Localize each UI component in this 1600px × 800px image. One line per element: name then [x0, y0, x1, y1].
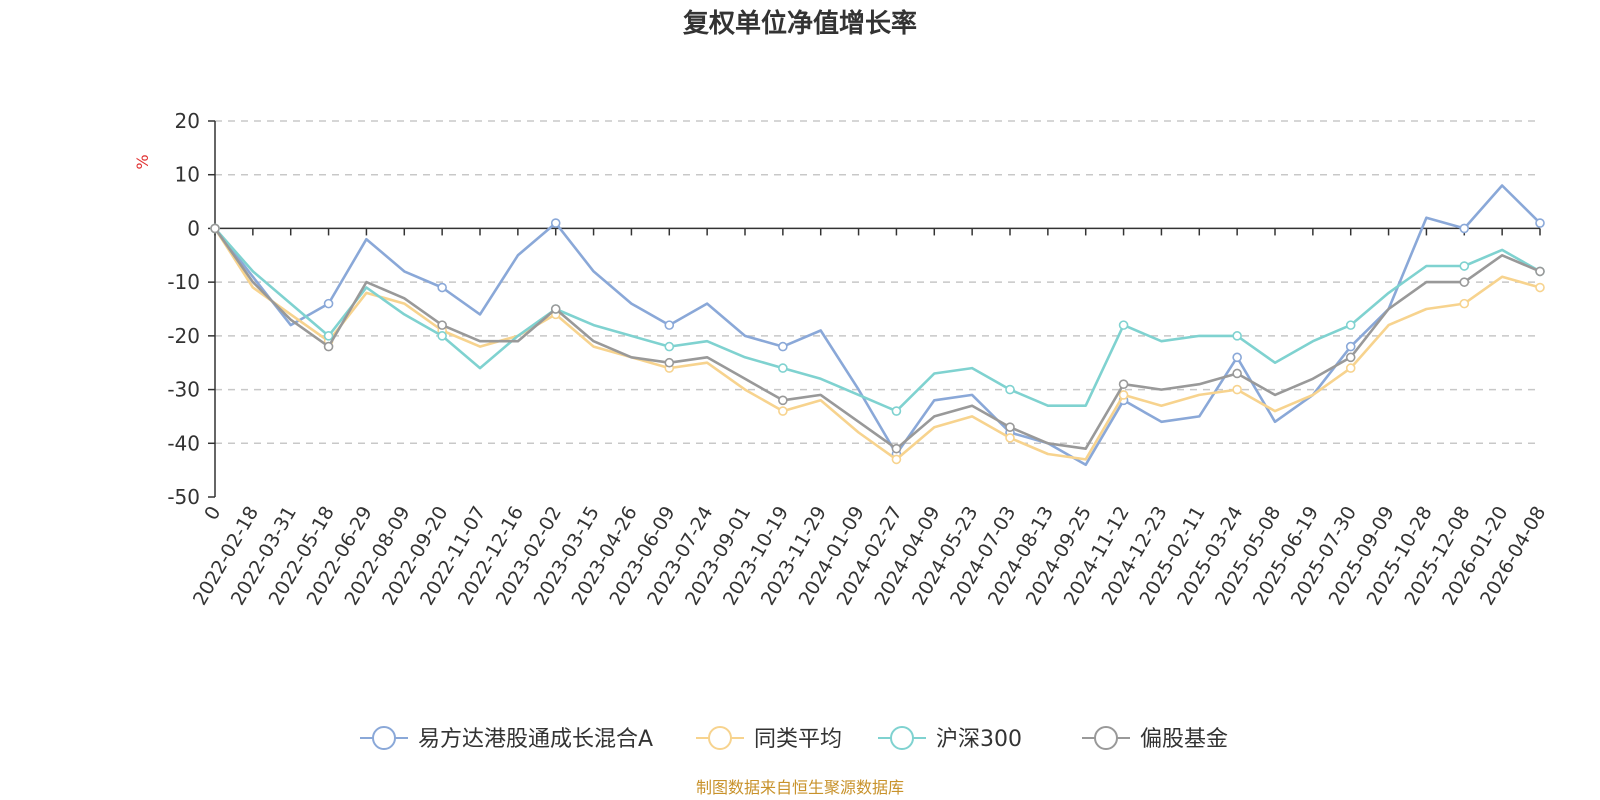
y-axis: 20 10 0 -10 -20 -30 -40 -50	[167, 109, 216, 509]
data-point	[1345, 320, 1356, 330]
data-point	[1118, 320, 1129, 330]
data-point	[664, 341, 675, 352]
y-axis-unit: %	[133, 154, 152, 169]
y-tick-label: -50	[167, 485, 200, 509]
legend-marker	[890, 726, 914, 750]
legend-label: 易方达港股通成长混合A	[418, 727, 653, 752]
x-axis: 02022-02-182022-03-312022-05-182022-06-2…	[189, 227, 1550, 609]
data-point	[1005, 384, 1015, 395]
data-point	[1535, 218, 1545, 228]
legend-item-0[interactable]: 易方达港股通成长混合A	[360, 726, 653, 752]
legend-item-3[interactable]: 偏股基金	[1082, 726, 1228, 752]
data-point	[778, 341, 788, 352]
y-tick-label: -20	[167, 324, 200, 348]
data-point	[323, 341, 334, 352]
legend-marker	[372, 726, 396, 750]
series-lines	[210, 184, 1545, 467]
data-point	[437, 320, 447, 330]
data-point	[1345, 352, 1356, 363]
y-tick-label: 10	[175, 163, 200, 187]
data-point	[1459, 277, 1470, 287]
data-point	[891, 406, 902, 416]
legend-marker	[708, 726, 732, 750]
y-tick-label: 20	[175, 109, 200, 133]
legend-label: 偏股基金	[1140, 727, 1228, 752]
data-point	[778, 395, 788, 406]
legend-item-1[interactable]: 同类平均	[696, 726, 842, 752]
data-point	[1459, 223, 1470, 234]
legend-label: 同类平均	[754, 727, 842, 752]
chart-title: 复权单位净值增长率	[683, 8, 917, 39]
series-line-1	[213, 227, 1541, 461]
data-point	[1005, 433, 1015, 443]
source-note: 制图数据来自恒生聚源数据库	[696, 778, 904, 797]
y-tick-label: -30	[167, 378, 200, 402]
data-point	[664, 357, 675, 368]
data-point	[1232, 368, 1242, 379]
data-point	[1005, 422, 1015, 432]
data-point	[437, 282, 447, 293]
data-point	[437, 331, 447, 341]
data-point	[1459, 261, 1470, 271]
data-point	[550, 218, 561, 228]
y-tick-label: -10	[167, 270, 200, 294]
data-point	[550, 304, 561, 314]
data-point	[1345, 341, 1356, 352]
data-point	[210, 223, 220, 234]
x-tick-label: 0	[200, 503, 225, 524]
data-point	[323, 298, 334, 309]
legend[interactable]: 易方达港股通成长混合A 同类平均 沪深300 偏股基金	[360, 726, 1228, 752]
gridlines	[215, 120, 1540, 445]
legend-item-2[interactable]: 沪深300	[878, 726, 1022, 752]
data-point	[1459, 298, 1470, 309]
series-line-0	[213, 184, 1541, 467]
data-point	[778, 406, 788, 416]
data-point	[891, 454, 902, 465]
data-point	[1345, 363, 1356, 373]
legend-label: 沪深300	[936, 727, 1022, 752]
data-point	[1118, 390, 1129, 400]
y-tick-label: -40	[167, 431, 200, 455]
legend-marker	[1094, 726, 1118, 750]
data-point	[1535, 266, 1545, 277]
data-point	[1118, 379, 1129, 390]
y-tick-label: 0	[187, 216, 200, 240]
data-point	[1535, 282, 1545, 293]
data-point	[891, 443, 902, 454]
data-point	[778, 363, 788, 373]
data-point	[323, 331, 334, 341]
data-point	[1232, 331, 1242, 341]
series-line-3	[213, 227, 1541, 451]
data-point	[1232, 384, 1242, 395]
series-line-2	[214, 227, 1541, 413]
data-point	[1232, 352, 1242, 363]
data-point	[664, 320, 675, 330]
